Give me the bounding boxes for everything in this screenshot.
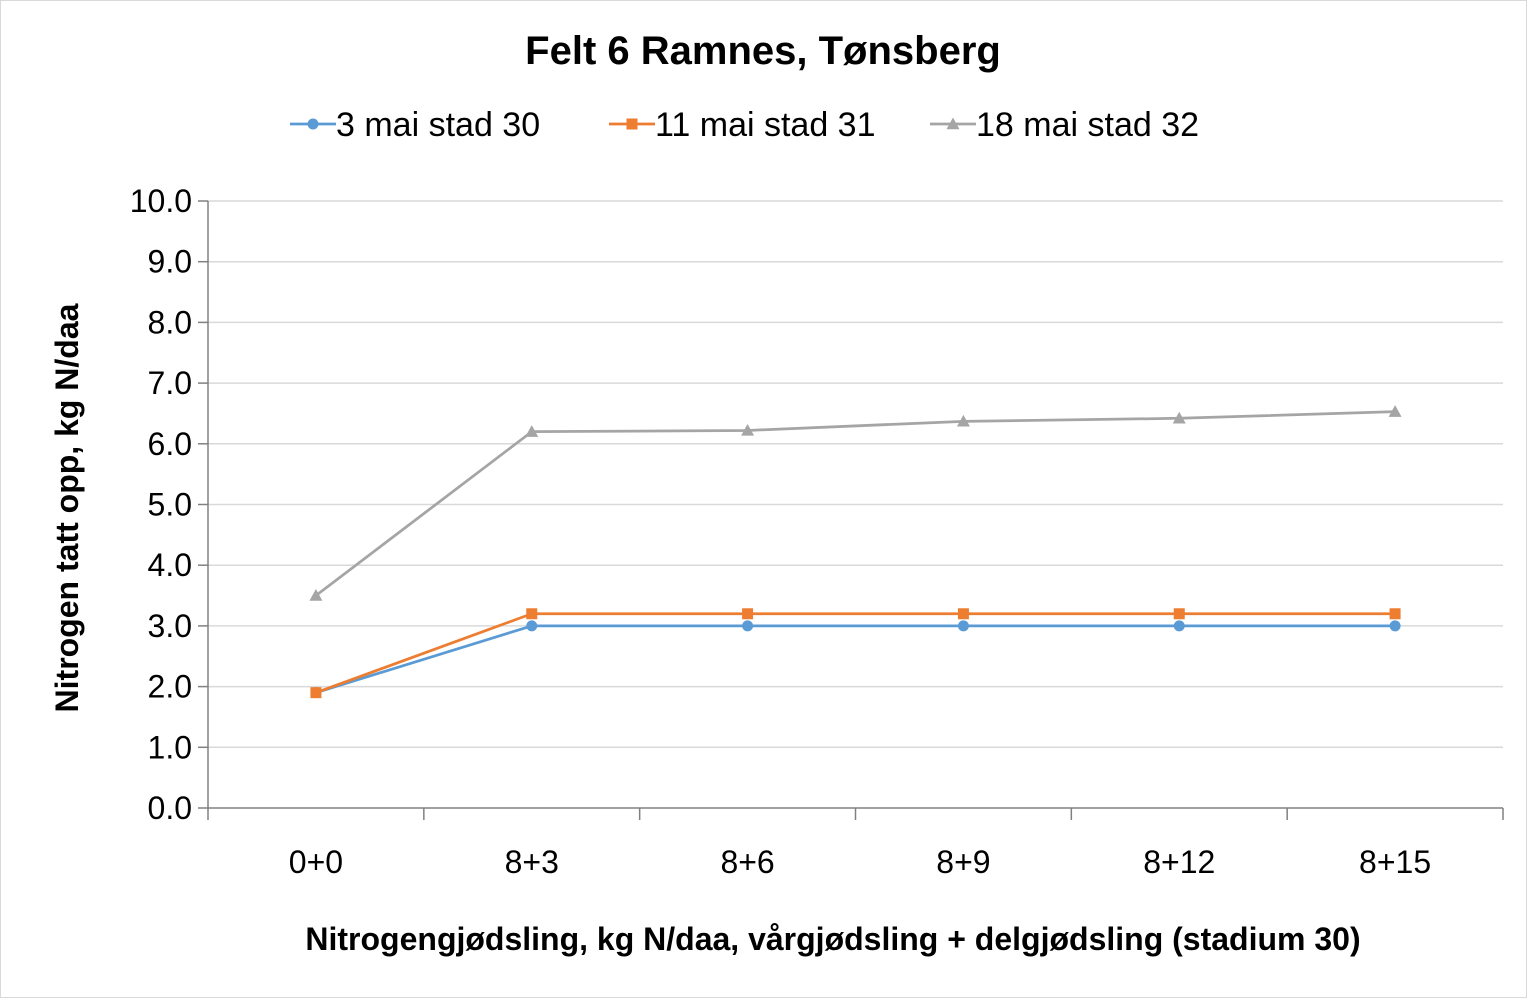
y-tick-label: 10.0	[130, 183, 192, 219]
x-tick-label: 8+9	[936, 844, 990, 880]
data-point	[1172, 411, 1186, 424]
legend-item: 3 mai stad 30	[290, 106, 540, 144]
y-tick-label: 0.0	[148, 790, 192, 826]
series-line	[315, 612, 1396, 694]
x-tick-label: 8+15	[1359, 844, 1431, 880]
data-point	[1389, 620, 1401, 632]
x-tick-label: 8+3	[505, 844, 559, 880]
data-point	[526, 620, 538, 632]
data-point	[1388, 405, 1402, 417]
data-point	[957, 620, 969, 632]
data-point	[741, 423, 755, 436]
y-axis-title: Nitrogen tatt opp, kg N/daa	[49, 303, 85, 712]
y-tick-label: 9.0	[148, 244, 192, 280]
y-tick-label: 1.0	[148, 729, 192, 765]
data-point	[1389, 608, 1401, 620]
y-tick-label: 3.0	[148, 608, 192, 644]
series-layer	[309, 405, 1402, 699]
series-2	[310, 608, 1401, 699]
y-tick-label: 5.0	[148, 487, 192, 523]
series-line	[315, 410, 1396, 597]
legend-marker	[626, 118, 638, 130]
data-point	[525, 425, 539, 437]
data-point	[742, 620, 754, 632]
y-tick-label: 6.0	[148, 426, 192, 462]
x-axis-title: Nitrogengjødsling, kg N/daa, vårgjødslin…	[305, 921, 1360, 957]
axes	[198, 200, 1504, 820]
data-point	[742, 608, 754, 620]
data-point	[309, 589, 323, 601]
x-tick-label: 8+6	[720, 844, 774, 880]
legend-label: 3 mai stad 30	[336, 106, 540, 144]
data-point	[956, 414, 970, 427]
data-point	[526, 608, 538, 620]
series-3	[309, 405, 1402, 601]
legend-label: 11 mai stad 31	[655, 106, 876, 144]
legend-marker	[307, 118, 319, 130]
data-point	[310, 687, 322, 699]
data-point	[1173, 608, 1185, 620]
x-tick-label: 8+12	[1143, 844, 1215, 880]
legend-label: 18 mai stad 32	[976, 106, 1199, 144]
chart-title: Felt 6 Ramnes, Tønsberg	[525, 29, 1001, 73]
series-line	[315, 624, 1396, 694]
y-tick-label: 7.0	[148, 365, 192, 401]
data-point	[1173, 620, 1185, 632]
legend: 3 mai stad 30 11 mai stad 31 18 mai stad 3…	[290, 106, 1199, 144]
legend-item: 18 mai stad 32	[930, 106, 1199, 144]
y-tick-label: 4.0	[148, 547, 192, 583]
legend-item: 11 mai stad 31	[609, 106, 876, 144]
y-tick-label: 8.0	[148, 304, 192, 340]
y-tick-label: 2.0	[148, 669, 192, 705]
x-tick-label: 0+0	[289, 844, 343, 880]
legend-marker	[946, 117, 960, 130]
data-point	[957, 608, 969, 620]
y-axis-tick-labels: 0.0 1.0 2.0 3.0 4.0 5.0 6.0 7.0 8.0 9.0 10.0	[130, 183, 192, 826]
x-axis-tick-labels: 0+0 8+3 8+6 8+9 8+12 8+15	[289, 844, 1431, 880]
